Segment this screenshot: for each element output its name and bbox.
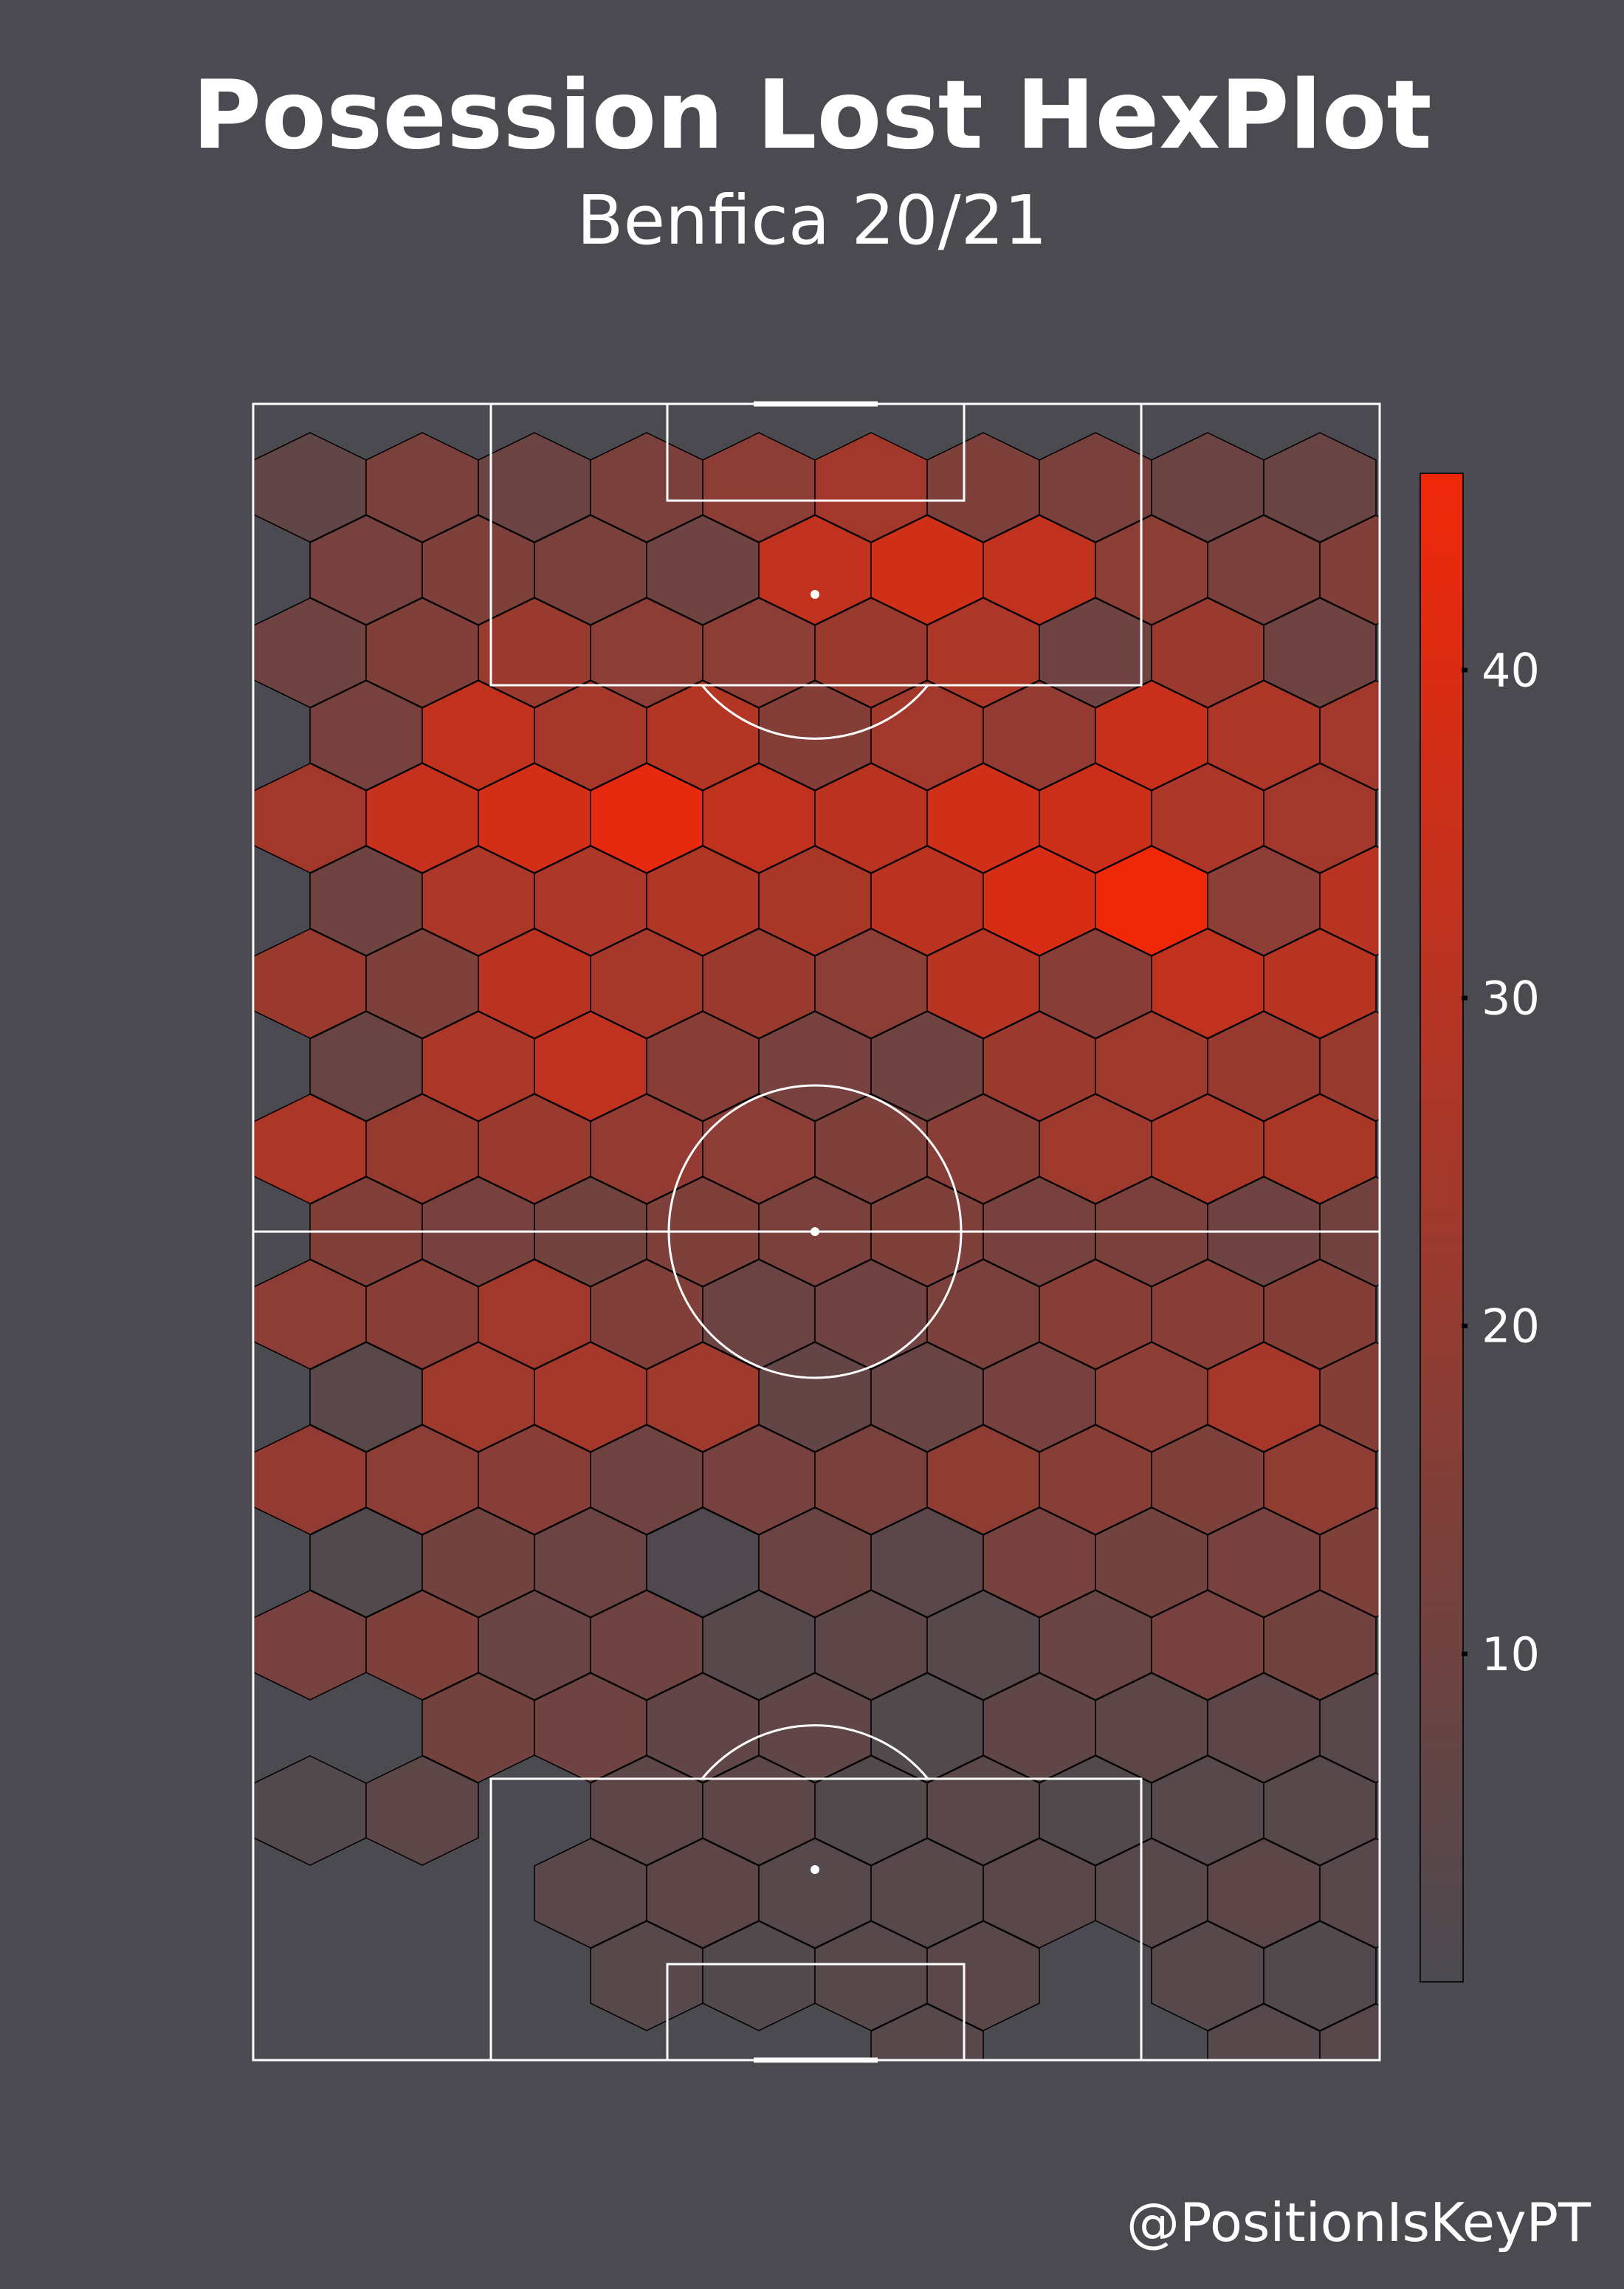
- colorbar: 10 20 30 40: [1420, 473, 1540, 1983]
- hex-bin: [1319, 1838, 1380, 1949]
- hex-bin: [1319, 1011, 1380, 1122]
- hex-bin: [1263, 597, 1377, 708]
- hex-bin: [926, 1921, 1040, 2031]
- hex-bin: [1263, 1755, 1377, 1866]
- hex-bin: [1319, 1507, 1380, 1618]
- colorbar-tick-label: 40: [1482, 643, 1540, 697]
- chart-subtitle: Benfica 20/21: [577, 181, 1047, 260]
- hex-bin: [870, 2003, 984, 2060]
- hex-bin: [1319, 515, 1380, 625]
- colorbar-tick-label: 20: [1482, 1300, 1540, 1353]
- credit-handle: @PositionIsKeyPT: [1126, 2192, 1592, 2254]
- pitch-spots: [811, 590, 819, 1874]
- hex-bin: [1319, 1672, 1380, 1783]
- bottom-penalty-arc: [701, 1724, 929, 1780]
- hex-bin: [1319, 2003, 1380, 2060]
- hex-bin: [1319, 1342, 1380, 1452]
- colorbar-ticks: 10 20 30 40: [1462, 643, 1540, 1681]
- bottom-penalty-spot: [811, 1865, 819, 1874]
- top-penalty-arc: [701, 684, 929, 740]
- hex-bin: [1263, 432, 1377, 543]
- hex-bin: [253, 1755, 367, 1866]
- center-spot: [811, 1227, 819, 1236]
- top-penalty-spot: [811, 590, 819, 599]
- chart-title: Posession Lost HexPlot: [192, 61, 1431, 171]
- pitch-markings: [252, 401, 1381, 2063]
- center-circle: [667, 1084, 963, 1379]
- hex-bin: [1263, 763, 1377, 874]
- colorbar-tick-label: 10: [1482, 1627, 1540, 1681]
- hex-bin: [1263, 928, 1377, 1039]
- hex-bin: [1263, 1424, 1377, 1535]
- colorbar-tick-label: 30: [1482, 972, 1540, 1026]
- hex-bin: [1263, 1259, 1377, 1370]
- hex-bin: [1319, 845, 1380, 956]
- hexbin-layer: [253, 432, 1380, 2060]
- hex-bin: [1319, 680, 1380, 791]
- hex-bin: [1263, 1094, 1377, 1204]
- colorbar-gradient: [1420, 473, 1464, 1983]
- hex-bin: [1263, 1590, 1377, 1701]
- hex-bin: [365, 1755, 479, 1866]
- hex-bin: [1263, 1921, 1377, 2031]
